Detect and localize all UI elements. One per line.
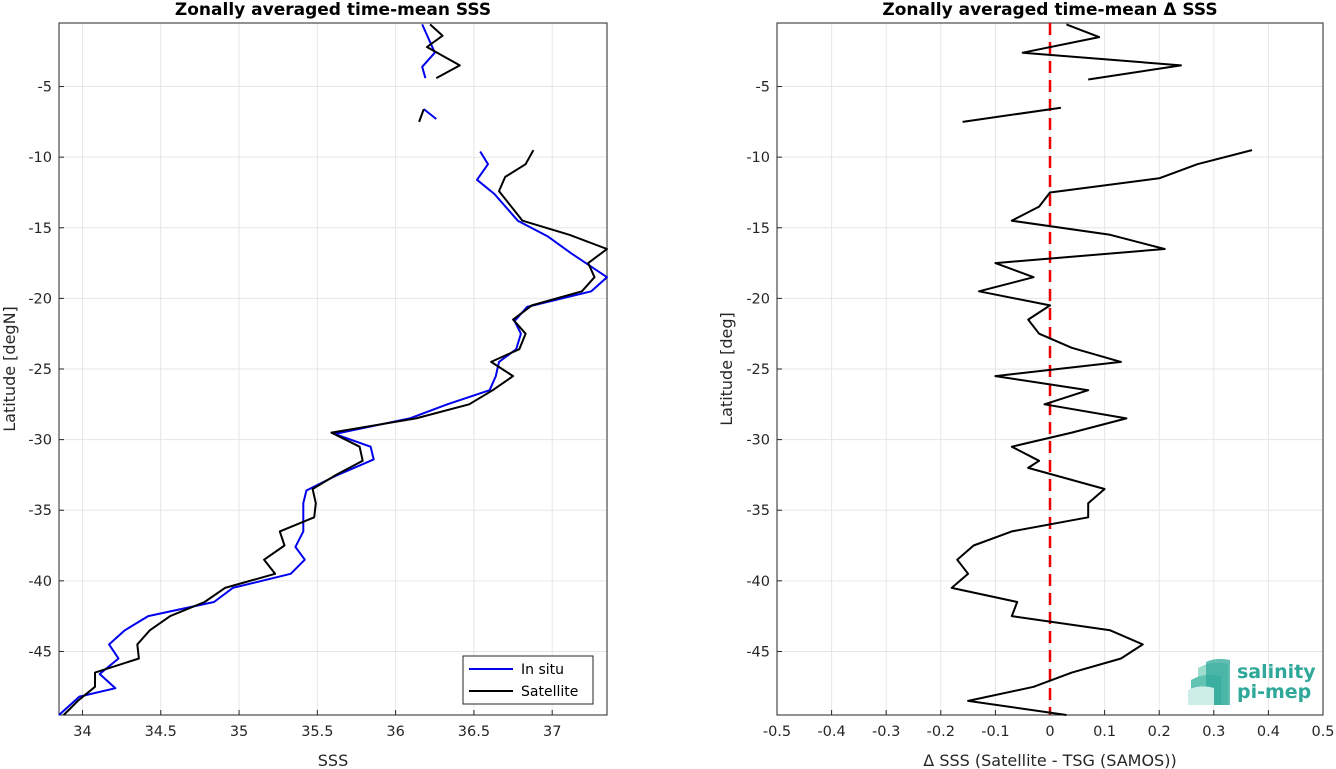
delta-sss-xtick-label: -0.5 [763,724,791,740]
delta-sss-panel-ylabel: Latitude [deg] [717,312,736,426]
sss-panel: Zonally averaged time-mean SSS 34 34.5 35 3… [0,0,608,769]
sss-panel-ticks: 34 34.5 35 35.5 36 36.5 37 -5 -10 -15 -20 -25 -30 -35… [28,80,561,740]
delta-sss-series-delta-line [962,106,1062,123]
sss-series-in-situ-line [421,23,436,79]
sss-ytick-label: -45 [28,644,52,660]
delta-sss-panel-xlabel: Δ SSS (Satellite - TSG (SAMOS)) [923,751,1176,769]
delta-sss-ytick-label: -25 [746,362,770,378]
legend: In situ Satellite [462,655,594,705]
sss-xtick-label: 36.5 [458,724,490,740]
delta-sss-panel-title: Zonally averaged time-mean Δ SSS [882,0,1217,20]
sss-ytick-label: -10 [28,150,52,166]
delta-sss-ytick-label: -10 [746,150,770,166]
delta-sss-xtick-label: -0.2 [927,724,955,740]
sss-xtick-label: 34.5 [145,724,177,740]
sss-xtick-label: 37 [543,724,561,740]
sss-panel-ylabel: Latitude [degN] [0,306,19,432]
sss-series-in-situ-line [58,150,608,716]
logo-line1: salinity [1237,661,1316,683]
delta-sss-xtick-label: 0.4 [1257,724,1280,740]
delta-sss-xtick-label: 0.1 [1093,724,1116,740]
delta-sss-ytick-label: -20 [746,291,770,307]
delta-sss-ytick-label: -15 [746,221,770,237]
delta-sss-series-delta-line [1021,23,1182,81]
delta-sss-panel: Zonally averaged time-mean Δ SSS -0.5 -0.… [717,0,1335,769]
sss-xtick-label: 34 [73,724,91,740]
sss-ytick-label: -25 [28,362,52,378]
sss-series-in-situ-line [423,108,437,120]
delta-sss-xtick-label: -0.3 [872,724,900,740]
sss-panel-xlabel: SSS [318,751,348,769]
delta-sss-panel-ticks: -0.5 -0.4 -0.3 -0.2 -0.1 0 0.1 0.2 0.3 0.4 0.5 -5 -1… [746,80,1334,740]
logo-line2: pi-mep [1237,681,1311,703]
delta-sss-xtick-label: 0.3 [1202,724,1225,740]
sss-series-satellite-line [418,108,425,123]
sss-xtick-label: 36 [386,724,404,740]
salinity-pimep-logo: salinity pi-mep [1188,658,1316,705]
delta-sss-ytick-label: -5 [756,80,770,96]
delta-sss-ytick-label: -45 [746,644,770,660]
sss-panel-grid [59,23,607,715]
sss-series-satellite-line [62,149,608,716]
sss-series-satellite-line [425,23,461,79]
legend-satellite-label: Satellite [521,684,578,700]
legend-box [462,655,594,705]
sss-ytick-label: -20 [28,291,52,307]
delta-sss-ytick-label: -30 [746,433,770,449]
delta-sss-series-delta-line [950,149,1253,716]
sss-ytick-label: -30 [28,433,52,449]
delta-sss-ytick-label: -40 [746,574,770,590]
wave-logo-icon [1188,658,1230,705]
delta-sss-panel-series [950,23,1253,716]
sss-ytick-label: -5 [38,80,52,96]
sss-xtick-label: 35.5 [301,724,333,740]
delta-sss-ytick-label: -35 [746,503,770,519]
sss-panel-title: Zonally averaged time-mean SSS [175,0,491,20]
sss-ytick-label: -35 [28,503,52,519]
sss-ytick-label: -40 [28,574,52,590]
sss-xtick-label: 35 [230,724,248,740]
sss-ytick-label: -15 [28,221,52,237]
delta-sss-xtick-label: -0.4 [817,724,845,740]
delta-sss-xtick-label: -0.1 [981,724,1009,740]
legend-insitu-label: In situ [521,662,564,678]
delta-sss-xtick-label: 0 [1045,724,1054,740]
delta-sss-xtick-label: 0.2 [1148,724,1171,740]
delta-sss-xtick-label: 0.5 [1311,724,1334,740]
sss-panel-series [58,23,608,716]
